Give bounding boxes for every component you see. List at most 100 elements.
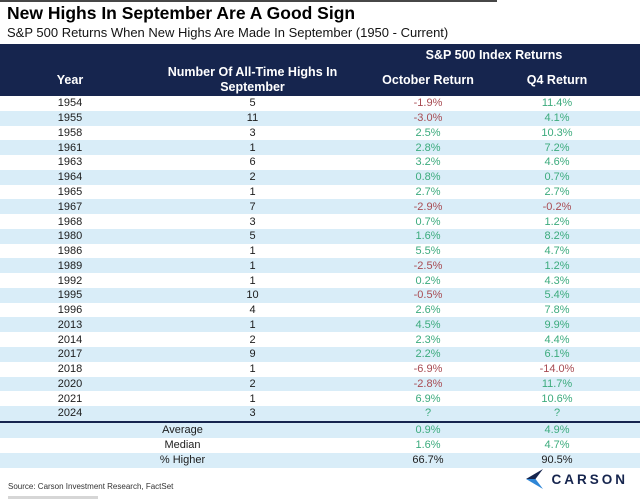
q4-return-cell: 0.7%	[544, 171, 570, 184]
year-cell: 1968	[57, 215, 83, 228]
oct-return-cell: -1.9%	[413, 97, 443, 110]
highs-cell: 3	[249, 215, 256, 228]
oct-return-cell: 1.6%	[415, 230, 441, 243]
highs-cell: 1	[249, 245, 256, 258]
q4-return-cell: ?	[553, 407, 561, 420]
highs-cell: 3	[249, 126, 256, 139]
highs-cell: 11	[246, 112, 259, 125]
table-row: 1961 1 2.8% 7.2%	[0, 140, 640, 156]
oct-return-cell: 4.5%	[415, 318, 441, 331]
table-row: 1989 1 -2.5% 1.2%	[0, 258, 640, 274]
oct-return-cell: 2.7%	[415, 185, 441, 198]
highs-cell: 5	[249, 97, 256, 110]
column-header-year: Year	[56, 72, 84, 87]
highs-cell: 4	[249, 304, 256, 317]
oct-return-cell: -0.5%	[413, 289, 443, 302]
q4-return-cell: 11.4%	[541, 97, 573, 110]
q4-return-cell: 90.5%	[541, 454, 573, 467]
q4-return-cell: 4.9%	[544, 424, 570, 437]
summary-label: Median	[164, 439, 201, 452]
oct-return-cell: 0.9%	[415, 424, 441, 437]
q4-return-cell: 5.4%	[544, 289, 570, 302]
oct-return-cell: 2.3%	[415, 333, 441, 346]
summary-label: Average	[162, 424, 203, 437]
oct-return-cell: 0.2%	[415, 274, 441, 287]
bottom-border-artifact	[8, 496, 98, 499]
year-cell: 1967	[57, 200, 83, 213]
q4-return-cell: 10.6%	[541, 392, 573, 405]
year-cell: 1995	[57, 289, 83, 302]
q4-return-cell: 4.7%	[544, 245, 570, 258]
table-row: 2017 9 2.2% 6.1%	[0, 347, 640, 362]
oct-return-cell: -2.8%	[413, 377, 443, 390]
table-row: 1964 2 0.8% 0.7%	[0, 169, 640, 185]
q4-return-cell: 9.9%	[544, 318, 570, 331]
top-border-artifact	[0, 0, 497, 2]
oct-return-cell: 6.9%	[415, 392, 441, 405]
q4-return-cell: 2.7%	[544, 185, 570, 198]
highs-cell: 1	[249, 185, 256, 198]
carson-logo-text: CARSON	[551, 471, 628, 487]
table-body: 1954 5 -1.9% 11.4% 1955 11 -3.0% 4.1% 1958 3 2.5…	[0, 96, 640, 421]
table-row: 2018 1 -6.9% -14.0%	[0, 362, 640, 377]
table-row: 1958 3 2.5% 10.3%	[0, 126, 640, 141]
highs-cell: 6	[249, 156, 256, 169]
highs-cell: 2	[249, 171, 256, 184]
highs-cell: 3	[249, 407, 256, 420]
carson-arrow-icon	[526, 469, 544, 489]
summary-label: % Higher	[159, 454, 206, 467]
highs-cell: 1	[249, 259, 256, 272]
oct-return-cell: 3.2%	[415, 156, 441, 169]
oct-return-cell: -2.9%	[413, 200, 443, 213]
page-subtitle: S&P 500 Returns When New Highs Are Made …	[7, 25, 449, 40]
year-cell: 1996	[57, 304, 83, 317]
table-row: 1980 5 1.6% 8.2%	[0, 228, 640, 244]
highs-cell: 1	[249, 392, 256, 405]
year-cell: 1955	[57, 112, 83, 125]
q4-return-cell: -0.2%	[542, 200, 572, 213]
table-row: 1996 4 2.6% 7.8%	[0, 303, 640, 318]
oct-return-cell: -2.5%	[413, 259, 443, 272]
oct-return-cell: 2.6%	[415, 304, 441, 317]
oct-return-cell: 1.6%	[415, 439, 441, 452]
highs-cell: 9	[249, 348, 256, 361]
highs-cell: 1	[249, 318, 256, 331]
source-attribution: Source: Carson Investment Research, Fact…	[8, 482, 174, 491]
q4-return-cell: 10.3%	[541, 126, 573, 139]
summary-row-pct-higher: % Higher 66.7% 90.5%	[0, 452, 640, 468]
page-title: New Highs In September Are A Good Sign	[7, 3, 356, 23]
q4-return-cell: 11.7%	[541, 377, 573, 390]
table-row: 1986 1 5.5% 4.7%	[0, 244, 640, 259]
summary-row-median: Median 1.6% 4.7%	[0, 438, 640, 453]
highs-cell: 1	[249, 363, 256, 376]
oct-return-cell: 2.5%	[415, 126, 441, 139]
year-cell: 1992	[57, 274, 83, 287]
q4-return-cell: 7.8%	[544, 304, 570, 317]
oct-return-cell: 2.2%	[415, 348, 441, 361]
table-row: 2013 1 4.5% 9.9%	[0, 317, 640, 333]
table-row: 1954 5 -1.9% 11.4%	[0, 96, 640, 111]
oct-return-cell: -6.9%	[413, 363, 443, 376]
highs-cell: 10	[246, 289, 259, 302]
table-row: 1955 11 -3.0% 4.1%	[0, 110, 640, 126]
oct-return-cell: 2.8%	[415, 141, 441, 154]
q4-return-cell: 4.3%	[544, 274, 570, 287]
highs-cell: 7	[249, 200, 256, 213]
year-cell: 1986	[57, 245, 83, 258]
column-header-october: October Return	[382, 72, 474, 87]
returns-table: S&P 500 Index Returns Year Number Of All…	[0, 44, 640, 468]
year-cell: 2021	[57, 392, 83, 405]
highs-cell: 2	[249, 333, 256, 346]
q4-return-cell: 6.1%	[544, 348, 570, 361]
table-row: 1967 7 -2.9% -0.2%	[0, 199, 640, 215]
oct-return-cell: ?	[424, 407, 432, 420]
year-cell: 2024	[57, 407, 83, 420]
table-summary: Average 0.9% 4.9% Median 1.6% 4.7% % Higher 6…	[0, 420, 640, 468]
column-header-highs: Number Of All-Time Highs In September	[140, 65, 365, 94]
table-row: 1968 3 0.7% 1.2%	[0, 214, 640, 229]
table-row: 2020 2 -2.8% 11.7%	[0, 376, 640, 392]
q4-return-cell: 4.6%	[544, 156, 570, 169]
table-row: 1992 1 0.2% 4.3%	[0, 273, 640, 288]
q4-return-cell: 1.2%	[544, 259, 570, 272]
q4-return-cell: 8.2%	[544, 230, 570, 243]
